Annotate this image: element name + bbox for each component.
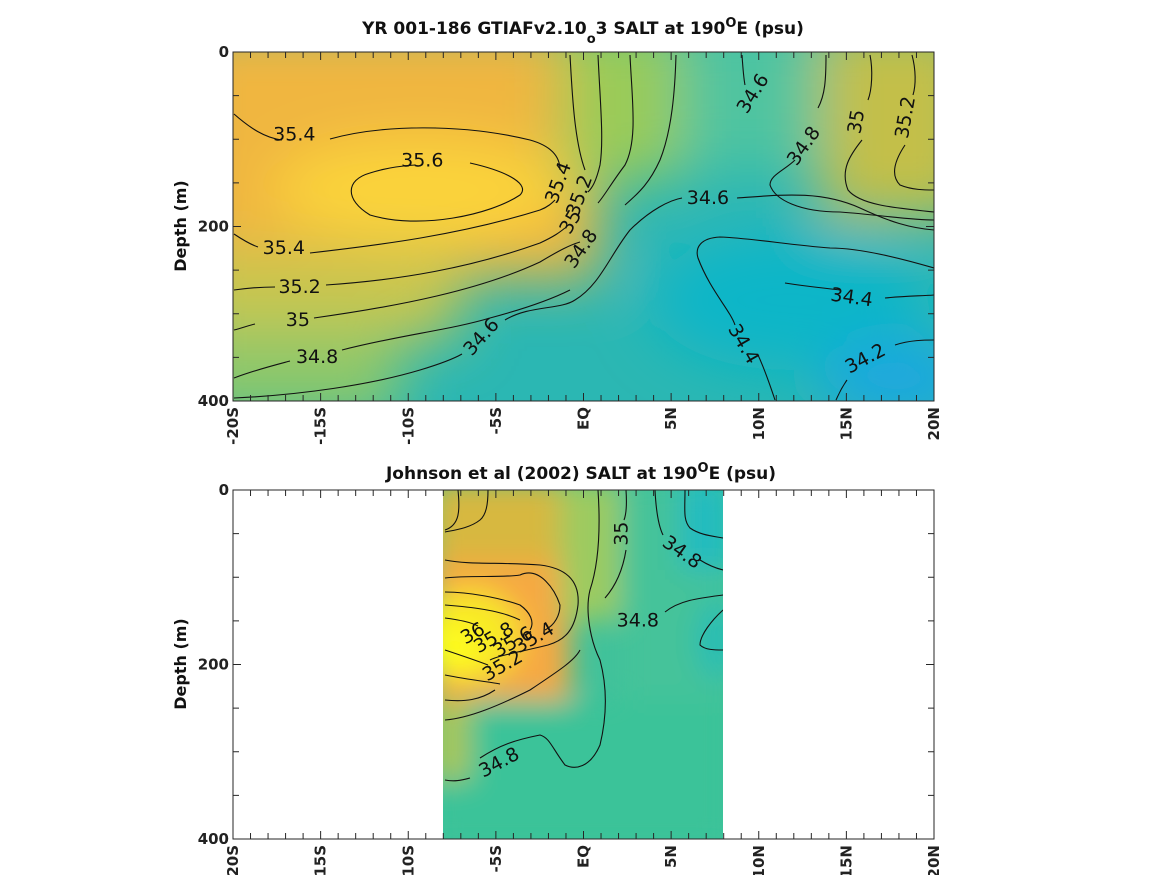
chart-title-bottom: Johnson et al (2002) SALT at 190OE (psu) (385, 461, 776, 484)
contour-label: 34.8 (296, 346, 338, 368)
x-tick-label: 20N (925, 845, 943, 875)
x-tick-label: -20S (224, 845, 242, 875)
x-tick-label: 20N (925, 407, 943, 440)
contour-label: 35.4 (273, 123, 315, 145)
axes-bottom: -20S -15S -10S -5S EQ 5N 10N 15N 20N 0 200 400 (198, 481, 943, 875)
x-tick-label: EQ (575, 845, 593, 868)
contour-label: 34.8 (617, 609, 659, 631)
y-tick-label: 400 (198, 830, 229, 848)
contour-label: 35.4 (263, 237, 305, 259)
x-tick-label: -15S (312, 407, 330, 445)
x-tick-label: 15N (837, 407, 855, 440)
contour-label: 35.6 (401, 150, 443, 172)
contour-label: 34.6 (687, 187, 729, 209)
x-tick-label: -5S (487, 407, 505, 434)
y-tick-label: 200 (198, 218, 229, 236)
x-tick-label: -5S (487, 845, 505, 872)
panel-top: YR 001-186 GTIAFv2.10o3 SALT at 190OE (p… (171, 16, 943, 445)
axes-top: -20S -15S -10S -5S EQ 5N 10N 15N 20N 0 200 400 (198, 43, 943, 445)
x-tick-label: 5N (662, 407, 680, 430)
x-tick-label: 15N (837, 845, 855, 875)
y-tick-label: 200 (198, 656, 229, 674)
contours-top (233, 54, 934, 401)
y-axis-label-bottom: Depth (m) (171, 618, 190, 710)
x-tick-label: -10S (399, 407, 417, 445)
y-tick-label: 0 (219, 43, 229, 61)
x-tick-label: -20S (224, 407, 242, 445)
salinity-field-bottom (443, 490, 723, 839)
contour-label: 35.2 (278, 276, 320, 298)
x-tick-label: -10S (399, 845, 417, 875)
x-tick-label: -15S (312, 845, 330, 875)
salinity-field-top (233, 52, 934, 401)
contour-label: 35 (843, 108, 869, 136)
x-tick-label: 10N (750, 845, 768, 875)
contour-label: 35 (286, 309, 310, 331)
y-tick-label: 0 (219, 481, 229, 499)
x-tick-label: EQ (575, 407, 593, 430)
chart-title-top: YR 001-186 GTIAFv2.10o3 SALT at 190OE (p… (361, 16, 804, 47)
y-tick-label: 400 (198, 392, 229, 410)
panel-bottom: Johnson et al (2002) SALT at 190OE (psu) (171, 461, 943, 875)
x-tick-label: 5N (662, 845, 680, 868)
y-axis-label-top: Depth (m) (171, 180, 190, 272)
contour-label: 35 (611, 522, 633, 546)
contours-bottom (444, 490, 723, 782)
x-tick-label: 10N (750, 407, 768, 440)
